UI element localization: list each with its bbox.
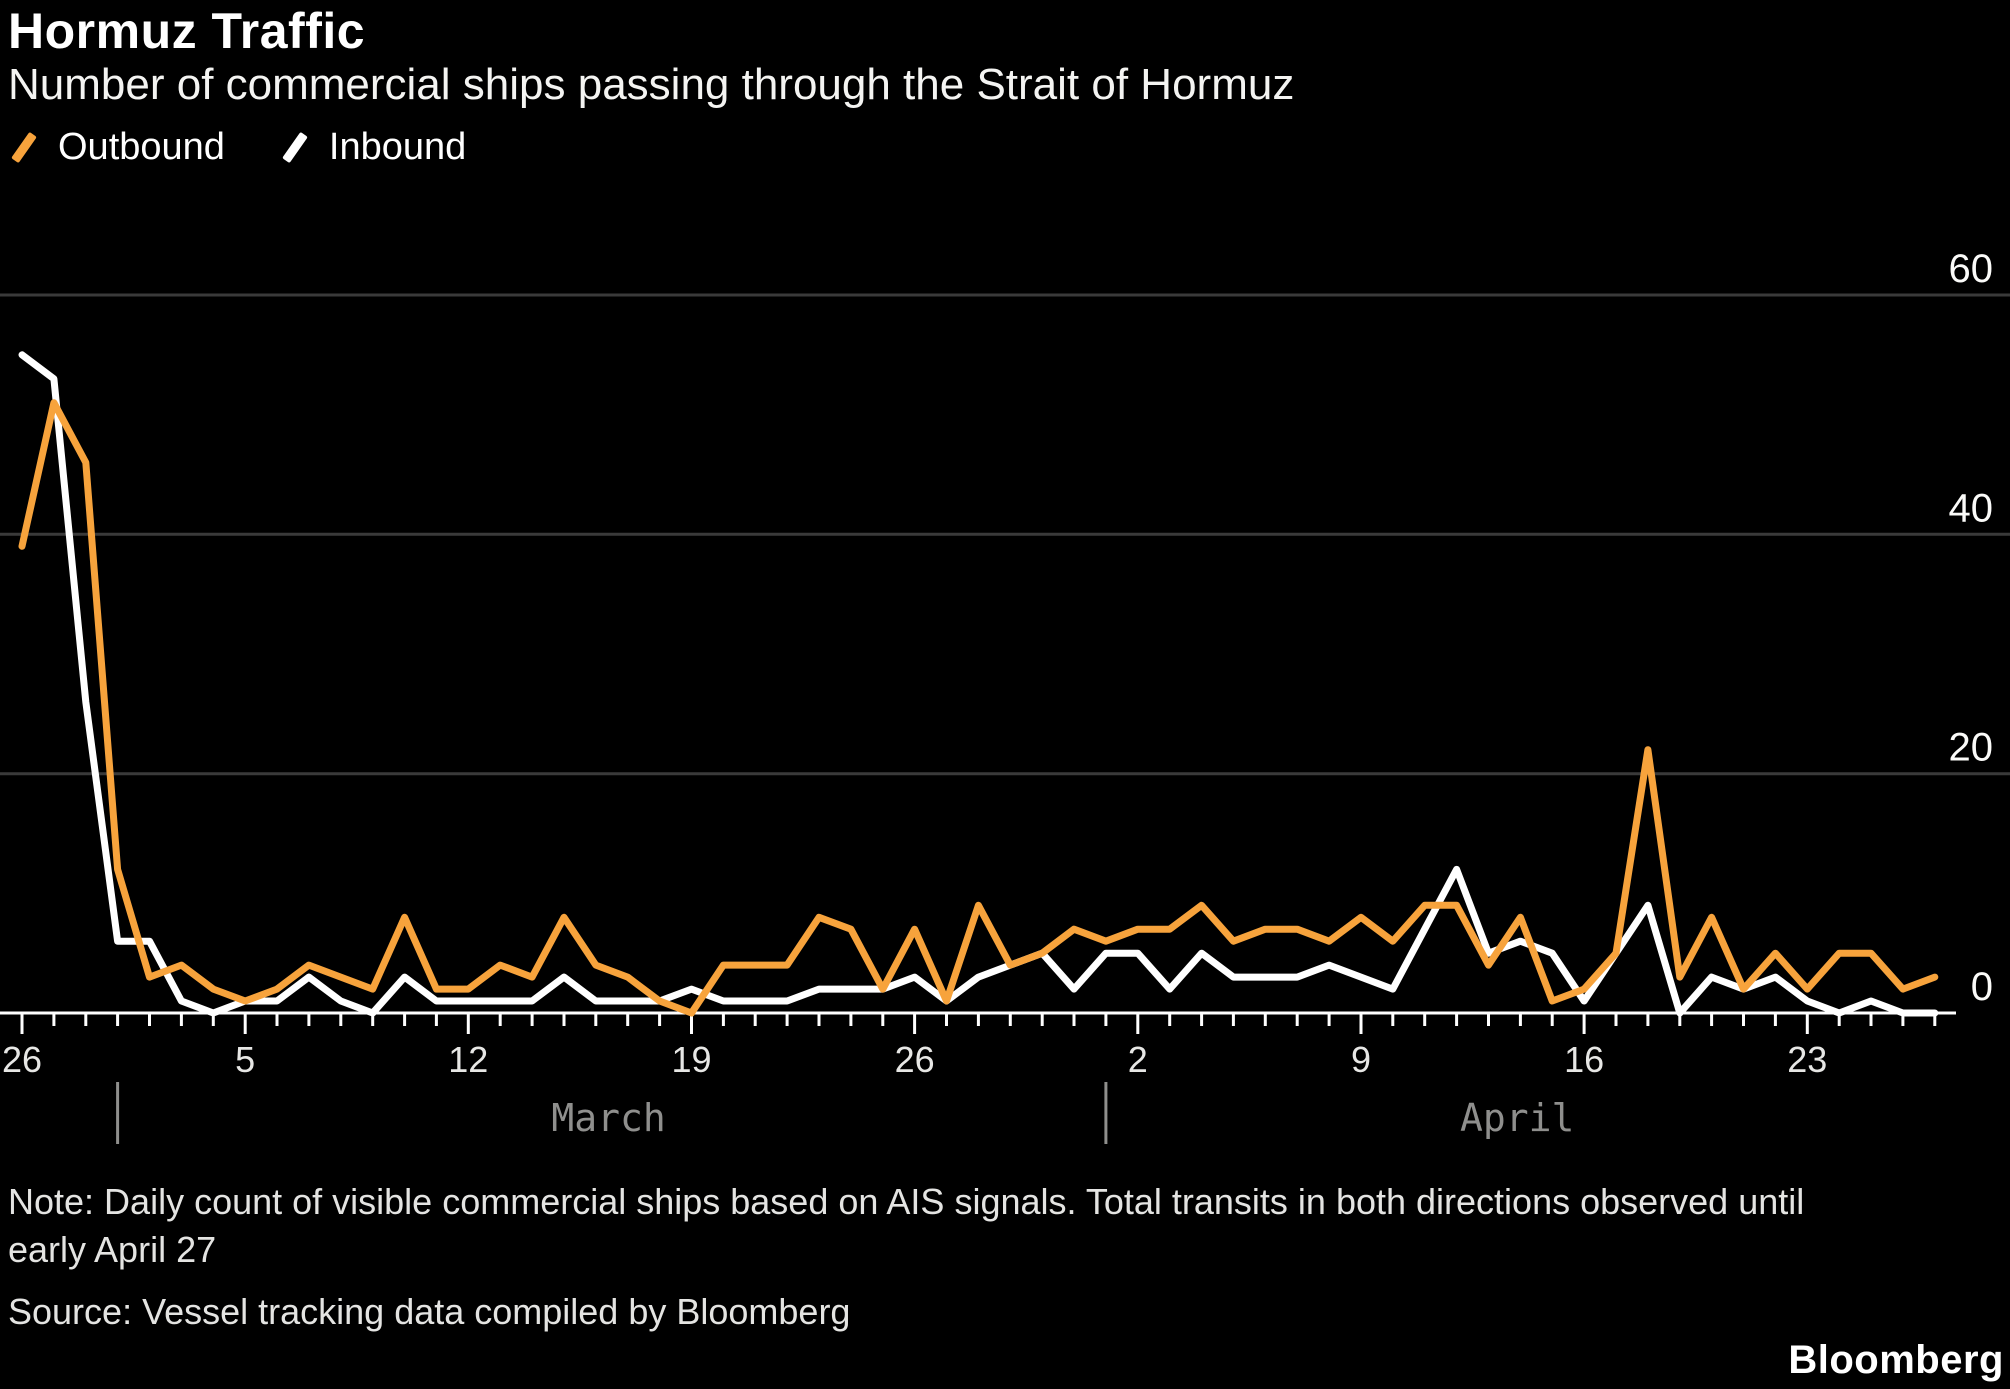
x-axis-label: 23 (1787, 1039, 1827, 1080)
bloomberg-logo: Bloomberg (1788, 1338, 2004, 1382)
inbound-slash-icon (282, 131, 308, 164)
x-axis-label: 5 (235, 1039, 255, 1080)
page-title: Hormuz Traffic (8, 3, 366, 59)
chart-footer: Note: Daily count of visible commercial … (8, 1178, 1888, 1336)
legend-label-inbound: Inbound (328, 126, 467, 168)
x-axis-label: 26 (895, 1039, 935, 1080)
outbound-line (18, 399, 1939, 1017)
y-axis-label-60: 60 (1949, 247, 1994, 291)
month-label-april: April (1460, 1096, 1574, 1140)
chart-note: Note: Daily count of visible commercial … (8, 1181, 1805, 1270)
month-label-march: March (551, 1096, 665, 1140)
legend-label-outbound: Outbound (58, 126, 225, 168)
y-axis-label-40: 40 (1949, 486, 1994, 530)
x-axis-label: 9 (1351, 1039, 1371, 1080)
legend: Outbound Inbound (8, 126, 466, 169)
legend-item-inbound: Inbound (279, 126, 466, 169)
y-axis-label-0: 0 (1971, 965, 1993, 1009)
x-axis-label: 12 (448, 1039, 488, 1080)
chart-subtitle: Number of commercial ships passing throu… (8, 60, 1295, 109)
x-axis-label: 2 (1128, 1039, 1148, 1080)
legend-item-outbound: Outbound (8, 126, 225, 169)
x-axis-label: 26 (2, 1039, 42, 1080)
outbound-slash-icon (11, 131, 37, 164)
x-axis-label: 19 (671, 1039, 711, 1080)
x-axis-label: 16 (1564, 1039, 1604, 1080)
chart-source: Source: Vessel tracking data compiled by… (8, 1291, 851, 1332)
y-axis-label-20: 20 (1949, 726, 1994, 770)
